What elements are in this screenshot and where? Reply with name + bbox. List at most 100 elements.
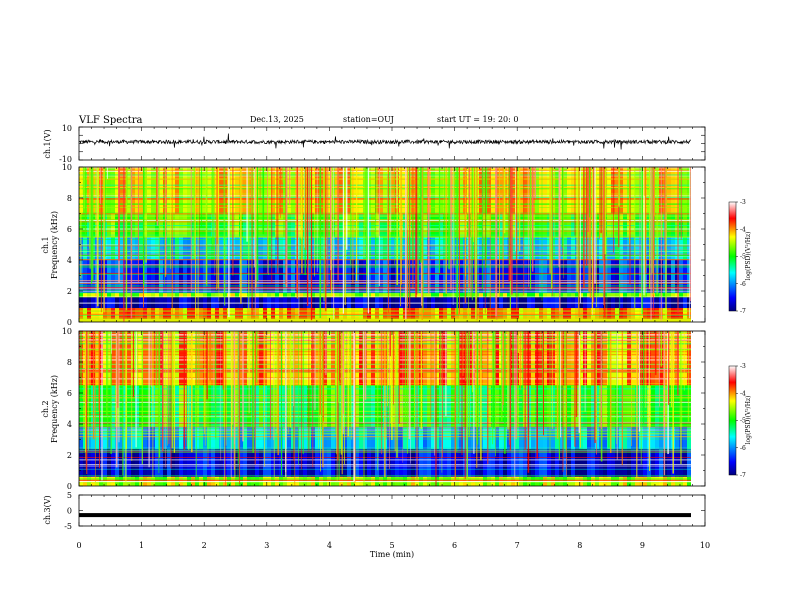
spectrogram-cell	[315, 331, 320, 386]
spectrogram-cell	[435, 308, 440, 319]
spectrogram-cell	[371, 236, 376, 260]
spectrogram-cell	[551, 448, 556, 477]
spectrogram-cell	[207, 385, 212, 428]
spectrogram-cell	[531, 427, 536, 449]
spectrogram-cell	[371, 308, 376, 319]
spectrogram-cell	[331, 448, 336, 477]
spectrogram-cell	[595, 260, 600, 293]
spectrogram-cell	[539, 260, 544, 293]
spectrogram-cell	[471, 308, 476, 319]
spectrogram-cell	[683, 292, 688, 298]
spectrogram-cell	[127, 385, 132, 428]
freq-tick-label: 0	[67, 482, 72, 491]
spectrogram-cell	[599, 308, 604, 319]
spectrogram-cell	[191, 448, 196, 477]
spectrogram-cell	[183, 427, 188, 449]
spectrogram-cell	[275, 292, 280, 298]
spectrogram-cell	[295, 385, 300, 428]
spectrogram-cell	[471, 448, 476, 477]
spectrogram-cell	[179, 167, 184, 214]
spectrogram-cell	[311, 260, 316, 293]
spectrogram-cell	[687, 448, 691, 477]
spectrogram-cell	[231, 292, 236, 298]
spectrogram-cell	[287, 236, 292, 260]
spectrogram-cell	[231, 331, 236, 386]
spectrogram-cell	[423, 236, 428, 260]
spectrogram-cell	[331, 308, 336, 319]
spectrogram-cell	[299, 427, 304, 449]
spectrogram-cell	[139, 331, 144, 386]
spectrogram-cell	[171, 448, 176, 477]
spectrogram-cell	[243, 236, 248, 260]
spectrogram-cell	[511, 448, 516, 477]
spectrogram-cell	[599, 448, 604, 477]
spectrogram-cell	[99, 427, 104, 449]
spectrogram-cell	[487, 292, 492, 298]
spectrogram-cell	[243, 385, 248, 428]
spectrogram-cell	[631, 292, 636, 298]
spectrogram-cell	[655, 331, 660, 386]
spectrogram-cell	[139, 292, 144, 298]
spectrogram-cell	[295, 427, 300, 449]
spectrogram-cell	[387, 167, 392, 214]
spectrogram-cell	[383, 236, 388, 260]
spectrogram-cell	[627, 292, 632, 298]
spectrogram-cell	[399, 448, 404, 477]
spectrogram-cell	[219, 331, 224, 386]
spectrogram-cell	[331, 236, 336, 260]
spectrogram-cell	[495, 448, 500, 477]
spectrogram-cell	[215, 385, 220, 428]
spectrogram-cell	[607, 236, 612, 260]
spectrogram-cell	[379, 448, 384, 477]
spectrogram-cell	[311, 292, 316, 298]
spectrogram-cell	[187, 236, 192, 260]
spectrogram-cell	[439, 167, 444, 214]
spectrogram-cell	[547, 331, 552, 386]
spectrogram-cell	[503, 260, 508, 293]
spectrogram-cell	[91, 292, 96, 298]
spectrogram-cell	[155, 448, 160, 477]
spectrogram-cell	[479, 292, 484, 298]
spectrogram-cell	[123, 292, 128, 298]
spectrogram-cell	[367, 427, 372, 449]
spectrogram-cell	[355, 292, 360, 298]
spectrogram-cell	[459, 427, 464, 449]
spectrogram-cell	[547, 448, 552, 477]
spectrogram-cell	[507, 292, 512, 298]
spectrogram-cell	[443, 292, 448, 298]
spectrogram-cell	[155, 260, 160, 293]
x-tick-label: 2	[202, 541, 207, 550]
spectrogram-cell	[563, 292, 568, 298]
spectrogram-cell	[167, 292, 172, 298]
spectrogram-cell	[419, 427, 424, 449]
spectrogram-cell	[367, 385, 372, 428]
spectrogram-cell	[347, 331, 352, 386]
spectrogram-cell	[263, 260, 268, 293]
spectrogram-cell	[347, 448, 352, 477]
spectrogram-cell	[355, 308, 360, 319]
spectrogram-cell	[319, 448, 324, 477]
spectrogram-cell	[431, 260, 436, 293]
spectrogram-cell	[319, 236, 324, 260]
spectrogram-cell	[339, 260, 344, 293]
spectrogram-cell	[643, 427, 648, 449]
spectrogram-cell	[651, 427, 656, 449]
spectrogram-cell	[191, 292, 196, 298]
colorbar-tick-label: -5	[740, 418, 746, 425]
spectrogram-cell	[511, 260, 516, 293]
spectrogram-cell	[259, 331, 264, 386]
x-tick-label: 7	[515, 541, 520, 550]
spectrogram-cell	[559, 308, 564, 319]
spectrogram-cell	[551, 308, 556, 319]
spectrogram-cell	[595, 448, 600, 477]
spectrogram-cell	[147, 292, 152, 298]
spectrogram-cell	[523, 292, 528, 298]
spectrogram-cell	[79, 385, 84, 428]
spectrogram-cell	[195, 308, 200, 319]
spectrogram-cell	[619, 448, 624, 477]
spectrogram-cell	[575, 448, 580, 477]
spectrogram-cell	[103, 448, 108, 477]
spectrogram-cell	[283, 167, 288, 214]
spectrogram-cell	[427, 308, 432, 319]
spectrogram-cell	[159, 236, 164, 260]
